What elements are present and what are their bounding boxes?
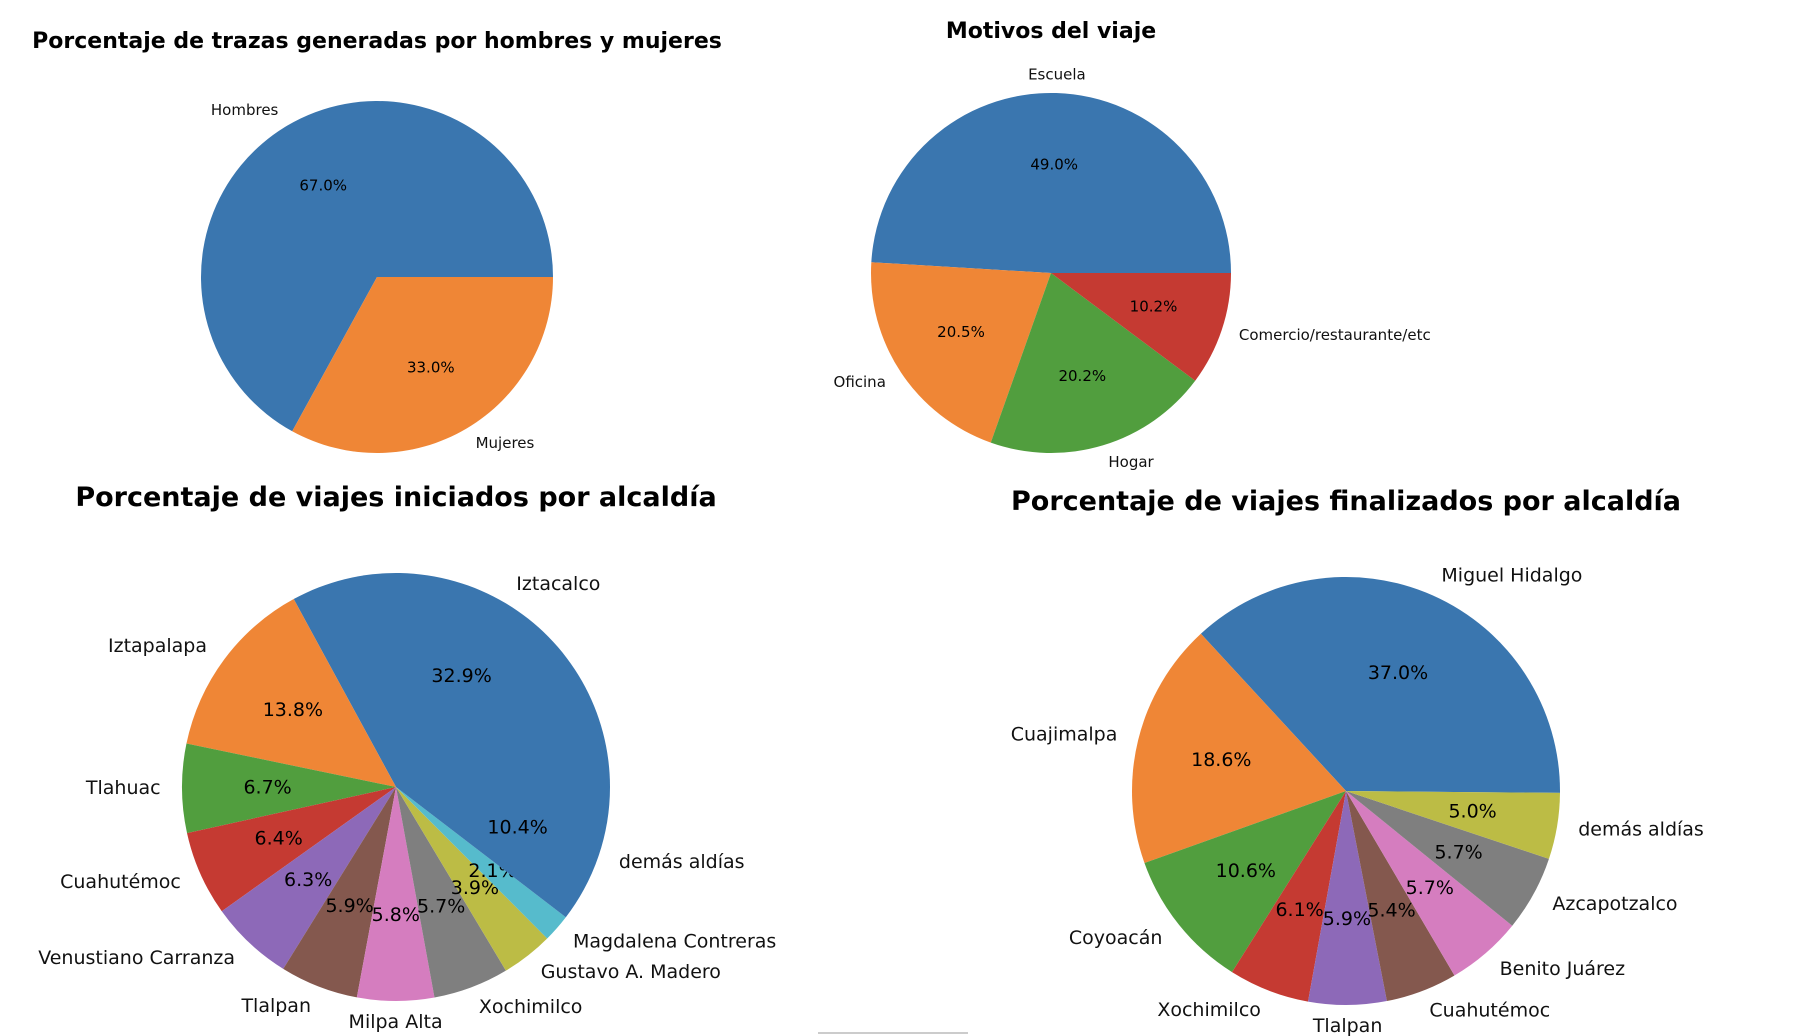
slice-category-label: Coyoacán <box>1069 927 1163 949</box>
divider-line <box>818 1032 968 1034</box>
slice-category-label: Iztapalapa <box>108 635 207 657</box>
slice-category-label: Xochimilco <box>479 996 583 1018</box>
slice-percent-label: 18.6% <box>1191 749 1251 771</box>
slice-category-label: Milpa Alta <box>349 1011 443 1033</box>
slice-percent-label: 67.0% <box>299 177 347 195</box>
slice-category-label: Mujeres <box>476 434 535 452</box>
pie-slice <box>283 787 396 998</box>
pie-slice <box>396 787 566 939</box>
slice-percent-label: 20.2% <box>1058 367 1106 385</box>
slice-percent-label: 5.7% <box>417 896 465 918</box>
slice-percent-label: 49.0% <box>1030 156 1078 174</box>
slice-percent-label: 3.9% <box>451 877 499 899</box>
slice-category-label: Tlalpan <box>1312 1015 1383 1036</box>
slice-percent-label: 5.9% <box>1323 908 1371 930</box>
pie-slice <box>1051 273 1231 381</box>
pie-chart-4: Porcentaje de viajes finalizados por alc… <box>1011 486 1704 1036</box>
slice-percent-label: 6.3% <box>284 869 332 891</box>
slice-category-label: Magdalena Contreras <box>573 931 776 953</box>
pie-slice <box>1346 791 1549 926</box>
slice-category-label: Tlahuac <box>85 777 161 799</box>
slice-category-label: Iztacalco <box>516 573 600 595</box>
pie-slice <box>396 787 548 971</box>
slice-percent-label: 5.7% <box>1406 877 1454 899</box>
slice-percent-label: 10.4% <box>487 817 547 839</box>
pie-slice <box>1346 791 1560 859</box>
slice-percent-label: 37.0% <box>1368 662 1428 684</box>
pie-slice <box>396 787 506 998</box>
slice-category-label: Venustiano Carranza <box>38 947 235 969</box>
slice-category-label: Benito Juárez <box>1500 958 1626 980</box>
pie-slice <box>292 277 553 454</box>
slice-percent-label: 6.4% <box>255 828 303 850</box>
chart-title: Porcentaje de trazas generadas por hombr… <box>32 29 722 54</box>
slice-percent-label: 5.0% <box>1448 801 1496 823</box>
pie-slice <box>356 787 435 1002</box>
slice-category-label: demás aldías <box>1578 818 1704 840</box>
pie-slice <box>182 743 396 834</box>
slice-category-label: Xochimilco <box>1157 999 1261 1021</box>
slice-category-label: Hombres <box>211 101 279 119</box>
slice-percent-label: 6.7% <box>243 776 291 798</box>
pie-slice <box>221 787 396 969</box>
chart-title: Porcentaje de viajes iniciados por alcal… <box>75 482 716 513</box>
slice-percent-label: 5.7% <box>1434 841 1482 863</box>
chart-title: Motivos del viaje <box>946 19 1156 44</box>
pie-slice <box>1346 791 1455 1002</box>
pie-chart-2: Motivos del viaje 49.0% Escuela 20.5% Oficin… <box>834 19 1431 471</box>
slice-percent-label: 5.4% <box>1367 900 1415 922</box>
pie-slice <box>1308 791 1387 1005</box>
pie-slice <box>1232 791 1346 1002</box>
slice-category-label: Miguel Hidalgo <box>1441 564 1582 586</box>
pie-slice <box>293 573 610 787</box>
pie-slice <box>186 599 396 787</box>
chart-title: Porcentaje de viajes finalizados por alc… <box>1011 486 1681 517</box>
slice-category-label: Hogar <box>1108 453 1154 471</box>
slice-percent-label: 6.1% <box>1275 899 1323 921</box>
pie-slice <box>396 787 610 918</box>
slice-percent-label: 20.5% <box>937 323 985 341</box>
pie-slice <box>871 92 1231 273</box>
slice-percent-label: 5.8% <box>372 904 420 926</box>
slice-percent-label: 32.9% <box>431 665 491 687</box>
slice-category-label: Cuahutémoc <box>1429 1000 1550 1022</box>
pie-slice <box>990 273 1196 453</box>
pie-slice <box>1346 791 1513 976</box>
slice-category-label: Cuajimalpa <box>1011 723 1118 745</box>
pie-chart-1: Porcentaje de trazas generadas por hombr… <box>32 29 722 454</box>
pie-slice <box>1131 633 1346 863</box>
slice-category-label: Gustavo A. Madero <box>541 961 721 983</box>
slice-percent-label: 10.6% <box>1216 860 1276 882</box>
pie-slice <box>187 787 396 912</box>
slice-category-label: Escuela <box>1028 66 1086 84</box>
slice-percent-label: 10.2% <box>1130 298 1178 316</box>
slice-category-label: Azcapotzalco <box>1552 893 1677 915</box>
slice-percent-label: 33.0% <box>407 358 455 376</box>
slice-category-label: Comercio/restaurante/etc <box>1239 326 1431 344</box>
slice-category-label: Cuahutémoc <box>60 871 181 893</box>
pie-chart-3: Porcentaje de viajes iniciados por alcal… <box>38 482 776 1033</box>
pie-slice <box>870 262 1051 443</box>
slice-category-label: Tlalpan <box>240 995 311 1017</box>
pie-slice <box>1144 791 1346 973</box>
slice-percent-label: 13.8% <box>263 699 323 721</box>
slice-category-label: Oficina <box>834 373 886 391</box>
slice-category-label: demás aldías <box>619 851 745 873</box>
pie-slice <box>201 101 553 432</box>
slice-percent-label: 5.9% <box>325 895 373 917</box>
pie-slice <box>1200 576 1560 793</box>
